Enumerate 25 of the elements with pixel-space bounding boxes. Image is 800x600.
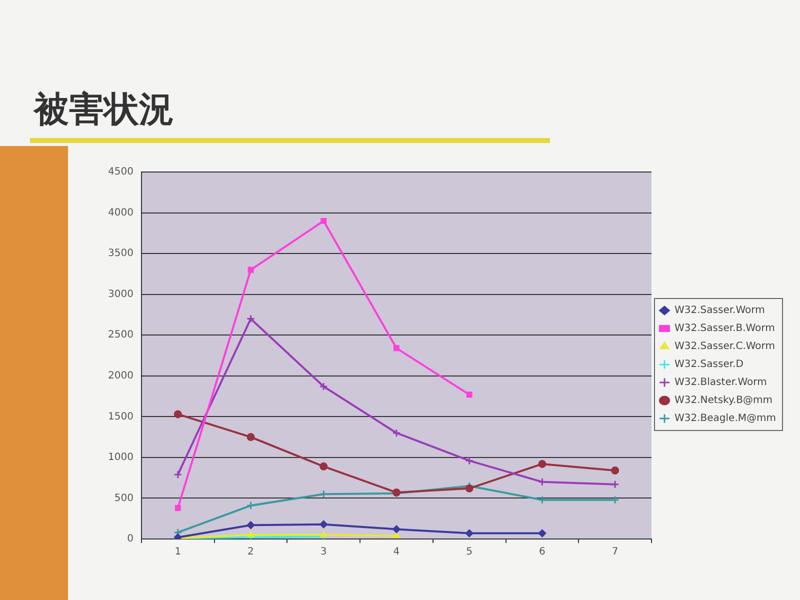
y-tick-label: 3000 — [108, 288, 134, 300]
y-tick-label: 1500 — [108, 411, 134, 422]
legend-label: W32.Sasser.Worm — [674, 305, 765, 316]
chart-title: 被害状況 — [34, 90, 174, 130]
y-tick-label: 2500 — [108, 330, 134, 341]
legend-label: W32.Beagle.M@mm — [674, 413, 776, 424]
legend-label: W32.Blaster.Worm — [674, 377, 767, 388]
y-tick-label: 2000 — [108, 370, 134, 382]
y-tick-label: 1000 — [108, 452, 134, 464]
y-tick-label: 3500 — [108, 248, 134, 260]
legend-label: W32.Sasser.C.Worm — [674, 341, 775, 352]
legend-label: W32.Netsky.B@mm — [674, 395, 773, 406]
x-tick-label: 3 — [320, 546, 327, 558]
y-tick-label: 0 — [127, 534, 134, 545]
y-tick-label: 4000 — [108, 207, 134, 218]
x-tick-label: 2 — [248, 546, 254, 558]
legend-label: W32.Sasser.B.Worm — [674, 323, 775, 334]
y-tick-label: 4500 — [108, 166, 134, 178]
legend-label: W32.Sasser.D — [674, 359, 744, 370]
x-tick-label: 4 — [393, 546, 400, 558]
x-tick-label: 6 — [539, 546, 546, 558]
x-tick-label: 5 — [466, 546, 473, 558]
x-tick-label: 7 — [612, 546, 618, 558]
x-tick-label: 1 — [174, 546, 182, 558]
y-tick-label: 500 — [114, 492, 134, 504]
